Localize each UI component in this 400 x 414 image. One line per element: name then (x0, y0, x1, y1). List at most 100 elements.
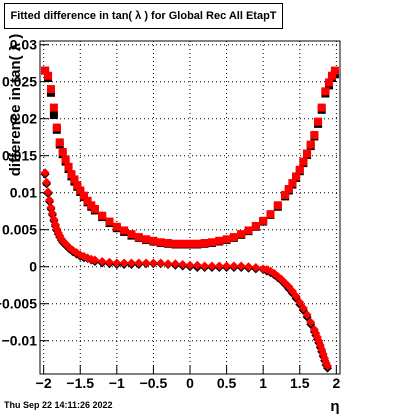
data-point-diamond (156, 258, 166, 268)
data-point-square (164, 239, 173, 248)
x-tick-label: 0.5 (217, 375, 237, 391)
data-point-square (149, 236, 158, 245)
data-point-square (171, 239, 180, 248)
x-tick-label: 1.5 (290, 375, 310, 391)
data-point-diamond (291, 291, 301, 301)
data-point-diamond (134, 258, 144, 268)
y-axis-title: difference in tan( λ ) (7, 34, 24, 177)
data-point-diamond (207, 261, 217, 271)
data-point-diamond (251, 262, 261, 272)
data-point-square (73, 181, 82, 190)
y-tick-label: 0.015 (2, 148, 37, 164)
data-point-square (288, 179, 297, 188)
data-point-square (295, 165, 304, 174)
x-tick-label: −2 (36, 375, 52, 391)
data-point-square (41, 66, 50, 75)
data-point-square (292, 172, 301, 181)
data-point-square (321, 87, 330, 96)
data-point-square (90, 204, 99, 213)
data-point-square (79, 191, 88, 200)
data-point-diamond (222, 261, 232, 271)
data-point-diamond (178, 259, 188, 269)
data-point-diamond (40, 168, 50, 178)
y-tick-label: 0.03 (10, 37, 37, 53)
data-point-square (186, 239, 194, 248)
data-point-square (222, 235, 231, 244)
data-point-square (112, 222, 121, 231)
data-point-square (229, 233, 238, 242)
x-tick-label: 2 (332, 375, 340, 391)
data-point-square (207, 238, 216, 247)
data-point-square (156, 238, 165, 247)
data-point-diamond (302, 310, 312, 320)
data-point-square (306, 140, 315, 149)
plot-frame (39, 40, 341, 375)
data-point-square (273, 201, 282, 210)
data-point-square (266, 210, 275, 219)
data-point-diamond (163, 259, 173, 269)
x-tick-label: 0 (186, 375, 194, 391)
axes: −2 −1.5 −1 −0.5 0 0.5 1 1.5 2 −0.01 −0.005 0 0.005 0.… (0, 37, 340, 391)
data-point-square (49, 103, 58, 112)
data-point-square (52, 123, 61, 132)
data-point-diamond (119, 258, 129, 268)
x-tick-label: −1 (109, 375, 125, 391)
data-point-square (67, 170, 76, 179)
data-point-square (58, 148, 67, 156)
data-point-square (299, 157, 308, 166)
data-point-diamond (45, 195, 55, 205)
data-point-diamond (43, 187, 53, 197)
data-point-diamond (112, 258, 122, 268)
x-tick-label: 1 (259, 375, 267, 391)
data-point-square (330, 66, 339, 75)
y-tick-label: 0 (29, 259, 37, 275)
data-point-square (281, 190, 290, 199)
data-point-diamond (105, 257, 115, 267)
data-point-diamond (214, 261, 224, 271)
data-point-diamond (323, 361, 333, 371)
data-point-diamond (236, 261, 246, 271)
y-tick-label: 0.025 (2, 74, 37, 90)
data-point-square (46, 85, 55, 94)
data-point-square (244, 226, 253, 235)
data-point-square (200, 239, 209, 248)
data-point-diamond (298, 303, 308, 313)
data-point-diamond (229, 261, 239, 271)
data-point-square (310, 130, 319, 139)
data-point-diamond (295, 297, 305, 307)
data-point-square (44, 71, 53, 80)
y-tick-label: 0.01 (10, 185, 37, 201)
data-point-square (251, 222, 260, 230)
chart-title: Fitted difference in tan( λ ) for Global… (4, 3, 283, 29)
data-point-diamond (148, 258, 158, 268)
data-markers (40, 66, 339, 373)
y-tick-label: 0.005 (2, 222, 37, 238)
x-tick-label: −0.5 (140, 375, 168, 391)
data-point-square (55, 138, 64, 147)
data-point-square (76, 186, 85, 195)
y-tick-label: −0.01 (2, 333, 38, 349)
data-point-diamond (200, 261, 210, 271)
timestamp-label: Thu Sep 22 14:11:26 2022 (4, 400, 113, 410)
data-point-square (61, 155, 70, 164)
data-point-diamond (192, 260, 202, 270)
data-point-square (303, 149, 312, 158)
y-tick-label: 0.02 (10, 111, 37, 127)
data-point-square (98, 211, 107, 220)
data-point-square (327, 71, 336, 80)
data-point-square (120, 226, 129, 235)
data-point-square (127, 230, 136, 239)
data-point-diamond (90, 255, 100, 265)
data-point-diamond (306, 317, 316, 327)
data-point-square (49, 111, 58, 119)
y-tick-label: −0.005 (0, 296, 37, 312)
data-point-diamond (72, 248, 82, 258)
data-point-diamond (97, 257, 107, 267)
data-point-square (325, 78, 334, 87)
data-point-square (314, 117, 323, 126)
data-point-diamond (185, 260, 195, 270)
data-point-square (237, 230, 246, 239)
data-point-square (193, 239, 202, 248)
data-point-square (105, 217, 114, 226)
